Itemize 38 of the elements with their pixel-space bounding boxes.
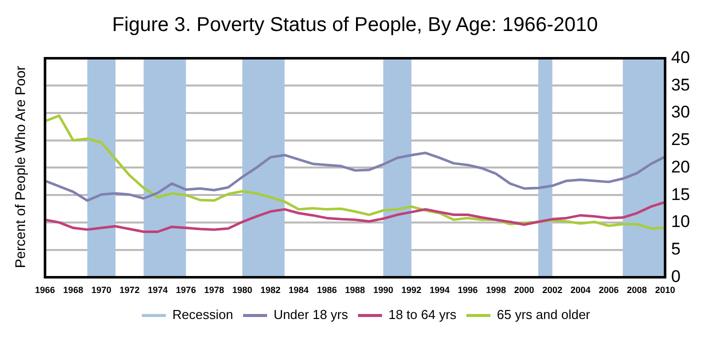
x-tick-label: 1988 [345, 285, 366, 296]
legend-label: 18 to 64 yrs [388, 307, 457, 322]
y-tick-label: 25 [671, 130, 690, 150]
x-tick-label: 1990 [373, 285, 394, 296]
x-tick-label: 1996 [458, 285, 478, 296]
y-tick-label: 10 [671, 212, 690, 232]
x-tick-label: 2000 [514, 285, 534, 296]
y-axis-title: Percent of People Who Are Poor [12, 66, 28, 268]
x-tick-label: 1972 [120, 285, 140, 296]
y-tick-label: 20 [671, 157, 690, 176]
legend-label: Recession [172, 307, 234, 322]
x-tick-label: 1984 [288, 285, 309, 296]
x-tick-label: 1976 [176, 285, 196, 296]
x-tick-label: 1994 [430, 285, 450, 296]
legend-label: Under 18 yrs [274, 307, 348, 322]
x-tick-label: 1982 [260, 285, 281, 296]
y-tick-label: 15 [671, 184, 690, 204]
y-tick-label: 40 [671, 48, 690, 67]
x-tick-label: 1974 [148, 285, 168, 296]
x-tick-label: 1980 [232, 285, 252, 296]
x-tick-label: 2008 [626, 285, 647, 296]
x-tick-label: 1970 [91, 285, 112, 296]
x-tick-label: 2002 [542, 285, 562, 296]
x-tick-label: 1978 [204, 285, 224, 296]
x-tick-label: 1986 [316, 285, 337, 296]
y-tick-label: 35 [671, 75, 690, 94]
x-tick-label: 2004 [570, 285, 591, 296]
x-tick-label: 1966 [34, 285, 56, 296]
x-tick-label: 2006 [598, 285, 619, 296]
y-tick-label: 0 [671, 266, 681, 286]
y-tick-label: 5 [671, 240, 681, 259]
chart-title: Figure 3. Poverty Status of People, By Age: 1966-2010 [111, 13, 599, 38]
x-tick-label: 1992 [401, 285, 422, 296]
x-tick-label: 1998 [486, 285, 506, 296]
y-tick-label: 30 [671, 102, 690, 122]
x-tick-label: 2010 [655, 285, 676, 296]
x-tick-label: 1968 [63, 285, 84, 296]
legend-label: 65 yrs and older [496, 307, 591, 322]
